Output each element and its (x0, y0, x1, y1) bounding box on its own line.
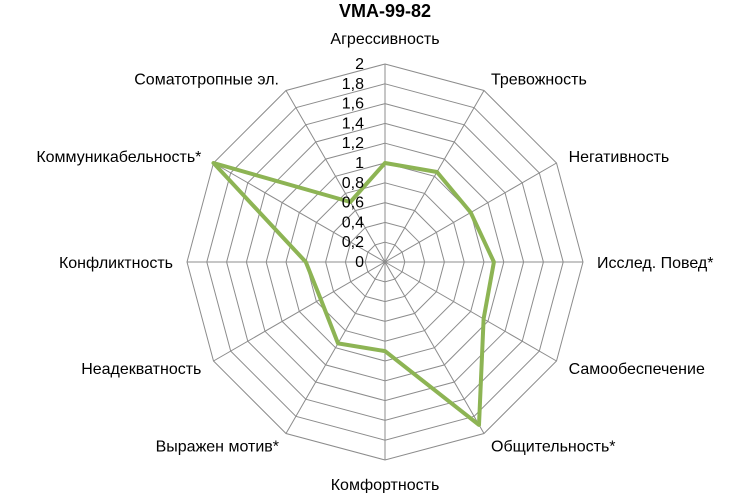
axis-spoke (384, 90, 485, 263)
category-label: Комфортность (331, 477, 440, 493)
tick-label: 2 (355, 56, 364, 73)
category-label: Коммуникабельность* (36, 149, 201, 166)
series-layer (211, 161, 496, 427)
data-point (383, 349, 387, 353)
data-point (435, 170, 439, 174)
tick-label: 1,8 (342, 76, 364, 93)
tick-label: 1 (355, 155, 364, 172)
chart-title: VMA-99-82 (339, 1, 431, 21)
data-point (383, 161, 387, 165)
category-label: Конфликтность (59, 255, 173, 272)
axis-spoke (285, 90, 386, 263)
tick-label: 0 (355, 254, 364, 271)
category-label: Исслед. Повед* (597, 255, 713, 272)
data-point (336, 341, 340, 345)
axis-spoke (384, 261, 557, 362)
tick-label: 0,8 (342, 175, 364, 192)
data-point (469, 211, 473, 214)
category-label: Самообеспечение (569, 361, 705, 378)
tick-label: 0,2 (342, 234, 364, 251)
category-label: Агрессивность (330, 31, 439, 48)
data-point (492, 260, 496, 264)
data-point (304, 260, 308, 264)
label-layer: Агрессивность Тревожность Негативность Иссл… (36, 31, 713, 493)
data-point (482, 317, 486, 321)
axis-spoke (213, 162, 386, 263)
category-label: Выражен мотив* (156, 439, 279, 456)
category-label: Негативность (569, 149, 670, 166)
tick-label: 1,4 (342, 115, 364, 132)
category-label: Общительность* (491, 439, 616, 456)
tick-label: 0,6 (342, 195, 364, 212)
axis-spoke (285, 261, 386, 434)
data-point (319, 297, 323, 301)
tick-label: 1,2 (342, 135, 364, 152)
category-label: Соматотропные эл. (134, 71, 279, 88)
tick-label: 0,4 (342, 214, 364, 231)
axis-spoke (213, 261, 386, 362)
data-point (477, 423, 481, 427)
spoke-layer (187, 64, 583, 460)
data-point (348, 200, 352, 204)
tick-label: 1,6 (342, 96, 364, 113)
category-label: Неадекватность (81, 361, 201, 378)
category-label: Тревожность (491, 71, 587, 88)
tick-layer: 0 0,2 0,4 0,6 0,8 1 1,2 1,4 1,6 1,8 2 (342, 56, 364, 271)
axis-spoke (384, 261, 485, 434)
data-point (212, 161, 215, 165)
